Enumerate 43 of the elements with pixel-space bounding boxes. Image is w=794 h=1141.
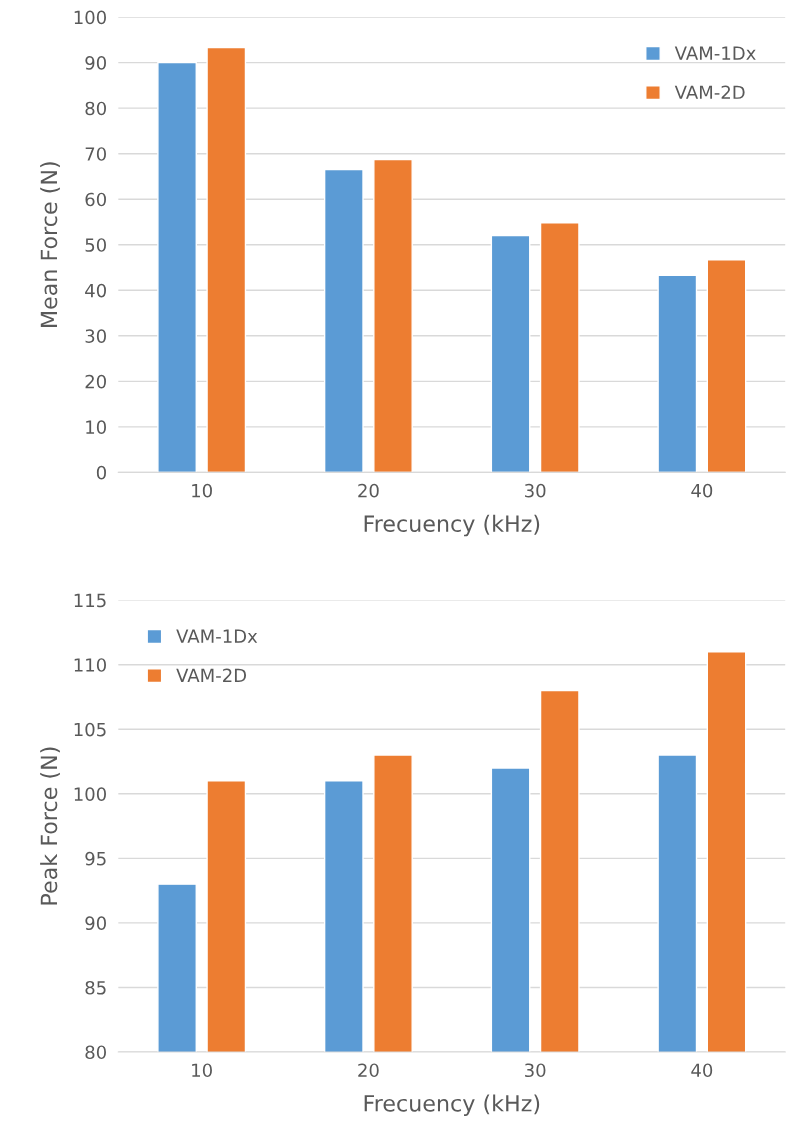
bar: [490, 234, 531, 473]
y-tick-label: 90: [85, 56, 106, 70]
x-tick-label: 40: [691, 1063, 713, 1078]
y-tick-label: 50: [85, 238, 106, 252]
y-tick-label: 30: [85, 329, 106, 343]
legend-label: VAM-1Dx: [674, 46, 756, 60]
x-tick-label: 10: [192, 1063, 212, 1078]
y-tick-label: 20: [85, 374, 106, 389]
y-tick-label: 110: [74, 658, 106, 672]
bar: [539, 222, 580, 473]
y-tick-label: 85: [85, 980, 106, 995]
x-tick-label: 30: [525, 1063, 546, 1078]
y-axis-title: Peak Force (N): [40, 747, 60, 905]
y-tick-label: 60: [85, 192, 106, 207]
y-tick-label: 70: [85, 147, 106, 161]
y-tick-label: 10: [86, 420, 106, 434]
x-tick-label: 40: [691, 483, 713, 498]
legend-label: VAM-2D: [176, 668, 247, 682]
bar: [706, 259, 747, 473]
bar: [373, 158, 413, 473]
y-tick-label: 90: [85, 916, 106, 931]
bar: [323, 168, 364, 473]
legend-label: VAM-1Dx: [176, 629, 258, 643]
x-axis-title: Frecuency (kHz): [364, 514, 540, 537]
y-tick-label: 0: [96, 465, 106, 480]
y-tick-label: 105: [74, 722, 106, 737]
legend-label: VAM-2D: [674, 85, 745, 99]
y-tick-label: 100: [74, 10, 106, 25]
y-tick-label: 100: [74, 787, 106, 801]
x-tick-label: 20: [358, 1063, 379, 1078]
y-tick-label: 40: [85, 283, 106, 298]
y-tick-label: 80: [85, 101, 106, 116]
x-tick-label: 20: [358, 483, 379, 498]
y-tick-label: 95: [85, 851, 106, 866]
bar: [206, 46, 247, 473]
y-tick-label: 115: [74, 593, 106, 608]
x-axis-title: Frecuency (kHz): [364, 1094, 540, 1116]
y-tick-label: 80: [85, 1045, 106, 1060]
y-axis-title: Mean Force (N): [40, 162, 60, 327]
x-tick-label: 10: [192, 483, 212, 498]
bar: [657, 274, 698, 473]
x-tick-label: 30: [525, 483, 546, 498]
bar: [157, 61, 197, 473]
